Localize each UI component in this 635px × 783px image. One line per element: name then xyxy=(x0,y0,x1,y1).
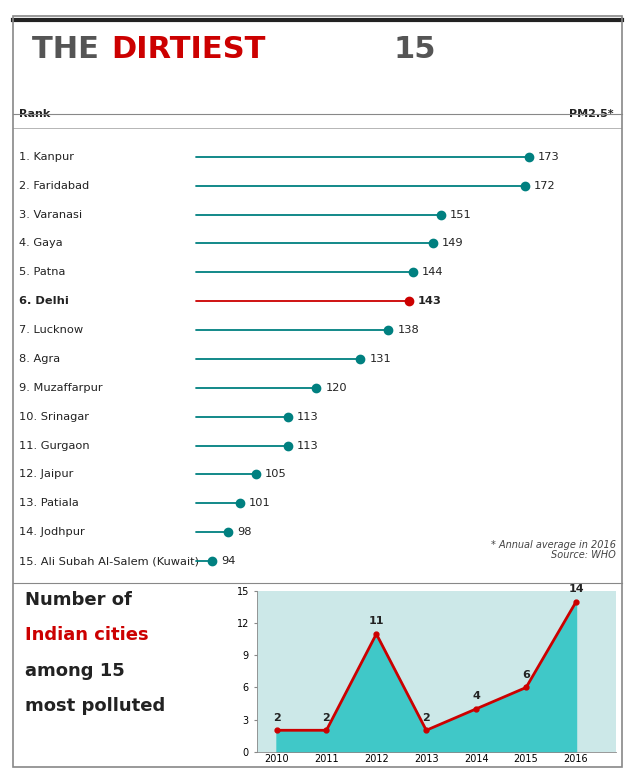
Text: 9. Muzaffarpur: 9. Muzaffarpur xyxy=(19,383,102,393)
Text: 3. Varanasi: 3. Varanasi xyxy=(19,210,82,219)
Text: 4: 4 xyxy=(472,691,480,702)
Text: 13. Patiala: 13. Patiala xyxy=(19,498,79,508)
Text: 120: 120 xyxy=(325,383,347,393)
Text: 14: 14 xyxy=(568,584,584,594)
Text: 2: 2 xyxy=(272,713,281,723)
Text: THE: THE xyxy=(32,35,109,64)
Text: 144: 144 xyxy=(422,267,443,277)
Text: * Annual average in 2016: * Annual average in 2016 xyxy=(491,539,616,550)
Text: most polluted: most polluted xyxy=(25,697,166,715)
Text: Source: WHO: Source: WHO xyxy=(551,550,616,560)
Text: 15: 15 xyxy=(394,35,436,64)
Text: 131: 131 xyxy=(370,354,391,364)
Text: 2. Faridabad: 2. Faridabad xyxy=(19,181,89,191)
Text: 101: 101 xyxy=(249,498,271,508)
Text: 1. Kanpur: 1. Kanpur xyxy=(19,152,74,162)
Text: 2: 2 xyxy=(323,713,330,723)
Text: 149: 149 xyxy=(442,239,464,248)
Text: 10. Srinagar: 10. Srinagar xyxy=(19,412,89,422)
Text: 94: 94 xyxy=(221,556,235,566)
Text: 138: 138 xyxy=(398,325,419,335)
Text: 113: 113 xyxy=(297,441,319,450)
Text: PM2.5*: PM2.5* xyxy=(568,110,613,119)
Text: 11: 11 xyxy=(368,616,384,626)
Text: among 15: among 15 xyxy=(25,662,125,680)
Text: 6. Delhi: 6. Delhi xyxy=(19,296,69,306)
Text: Indian cities: Indian cities xyxy=(25,626,149,644)
Text: 172: 172 xyxy=(534,181,556,191)
Text: 12. Jaipur: 12. Jaipur xyxy=(19,470,73,479)
Text: 98: 98 xyxy=(237,527,251,537)
Text: DIRTIEST: DIRTIEST xyxy=(111,35,265,64)
Text: 6: 6 xyxy=(522,670,530,680)
Text: 143: 143 xyxy=(418,296,441,306)
Text: 173: 173 xyxy=(538,152,560,162)
Text: 11. Gurgaon: 11. Gurgaon xyxy=(19,441,90,450)
Text: 14. Jodhpur: 14. Jodhpur xyxy=(19,527,84,537)
Text: Number of: Number of xyxy=(25,591,132,609)
Text: 113: 113 xyxy=(297,412,319,422)
Text: 4. Gaya: 4. Gaya xyxy=(19,239,62,248)
Text: 5. Patna: 5. Patna xyxy=(19,267,65,277)
Text: Rank: Rank xyxy=(19,110,50,119)
Text: 8. Agra: 8. Agra xyxy=(19,354,60,364)
Text: 2: 2 xyxy=(422,713,430,723)
Text: 7. Lucknow: 7. Lucknow xyxy=(19,325,83,335)
Text: 105: 105 xyxy=(265,470,287,479)
Text: 15. Ali Subah Al-Salem (Kuwait): 15. Ali Subah Al-Salem (Kuwait) xyxy=(19,556,199,566)
Text: 151: 151 xyxy=(450,210,472,219)
